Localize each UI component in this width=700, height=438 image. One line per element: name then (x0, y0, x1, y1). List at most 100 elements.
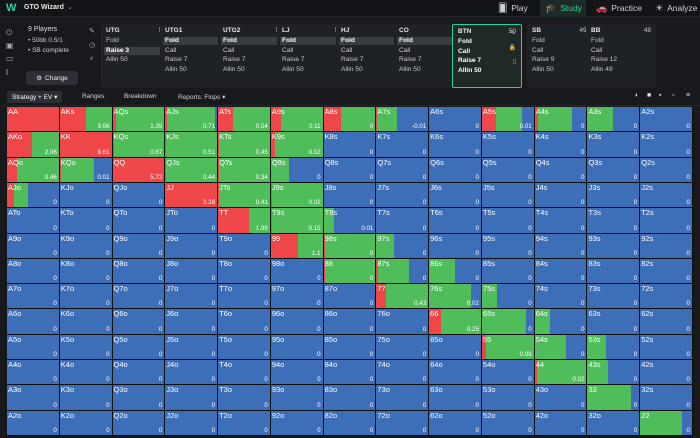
hand-cell[interactable]: A2s 0 (640, 107, 693, 133)
hand-cell[interactable]: K7s 0 (376, 132, 430, 158)
hand-cell[interactable]: 92o 0 (270, 410, 324, 436)
hand-cell[interactable]: QJs 0.44 (165, 157, 219, 183)
hand-cell[interactable]: T6s 0 (429, 208, 482, 234)
hand-cell[interactable]: T9o 0 (218, 233, 271, 259)
tab-strategy-ev[interactable]: Strategy + EV ▾ (7, 91, 63, 103)
hand-cell[interactable]: T7o 0 (218, 284, 271, 310)
hand-cell[interactable]: Q7s 0 (376, 157, 430, 183)
hand-cell[interactable]: QQ 5.72 (112, 157, 166, 183)
hand-cell[interactable]: ATo 0 (7, 208, 60, 234)
hand-cell[interactable]: A4o 0 (7, 360, 60, 386)
hand-cell[interactable]: AKs 3.06 (59, 107, 113, 133)
hand-cell[interactable]: 74o 0 (376, 360, 430, 386)
hand-cell[interactable]: 42o 0 (534, 410, 588, 436)
hand-cell[interactable]: 85o 0 (323, 334, 377, 361)
hand-cell[interactable]: T8s 0.01 (323, 208, 377, 234)
hand-cell[interactable]: J8s 0 (323, 182, 377, 209)
seat-action[interactable]: Call (591, 46, 603, 54)
hand-cell[interactable]: 97o 0 (270, 284, 324, 310)
hand-cell[interactable]: A5s 0.01 (481, 107, 535, 133)
hand-cell[interactable]: A9s 0.11 (270, 107, 324, 133)
hand-cell[interactable]: 62s 0 (640, 309, 693, 335)
hand-cell[interactable]: Q3o 0 (112, 385, 166, 411)
hand-cell[interactable]: 83o 0 (323, 385, 377, 411)
hand-cell[interactable]: 32o 0 (587, 410, 641, 436)
hand-cell[interactable]: K4s 0 (534, 132, 588, 158)
hand-cell[interactable]: K3o 0 (59, 385, 113, 411)
seat-action[interactable]: Allin 50 (106, 56, 128, 63)
hand-cell[interactable]: 93s 0 (587, 233, 641, 259)
seat-action[interactable]: Call (458, 47, 471, 55)
hand-cell[interactable]: 82s 0 (640, 258, 693, 285)
seat-action[interactable]: Fold (397, 37, 457, 45)
hand-cell[interactable]: JTo 0 (165, 208, 219, 234)
hand-cell[interactable]: QTo 0 (112, 208, 166, 234)
hand-cell[interactable]: Q6o 0 (112, 309, 166, 335)
hand-cell[interactable]: 96o 0 (270, 309, 324, 335)
hand-cell[interactable]: 76o 0 (376, 309, 430, 335)
seat-action[interactable]: Raise 9 (532, 56, 555, 63)
seat-action[interactable]: Allin 50 (223, 65, 245, 73)
seat-action[interactable]: Allin 50 (341, 65, 363, 73)
seat-action[interactable]: Fold (458, 38, 472, 45)
hand-cell[interactable]: 65o 0 (429, 334, 482, 361)
hand-cell[interactable]: T4s 0 (534, 208, 588, 234)
hand-cell[interactable]: 95s 0 (481, 233, 535, 259)
hand-cell[interactable]: 33 0 (587, 385, 641, 411)
hand-cell[interactable]: 82o 0 (323, 410, 377, 436)
hand-cell[interactable]: KQs 0.67 (112, 132, 166, 158)
hand-cell[interactable]: J2s 0 (640, 182, 693, 209)
hand-cell[interactable]: 88 0 (323, 258, 377, 285)
hand-cell[interactable]: T3s 0 (587, 208, 641, 234)
hand-cell[interactable]: Q4s 0 (534, 157, 588, 183)
lock-icon[interactable]: 🔒 (508, 45, 516, 51)
seat-action[interactable]: Raise 7 (399, 56, 422, 63)
hand-cell[interactable]: 55 0.08 (481, 334, 535, 361)
change-button[interactable]: ⚙ Change (26, 71, 78, 85)
hand-cell[interactable]: 54o 0 (481, 360, 535, 386)
hand-cell[interactable]: Q4o 0 (112, 360, 166, 386)
hand-cell[interactable]: K8s 0 (323, 132, 377, 158)
clock-icon[interactable]: ◷ (89, 42, 96, 49)
hand-cell[interactable]: 97s 0 (376, 233, 430, 259)
hand-cell[interactable]: Q8o 0 (112, 258, 166, 285)
hand-cell[interactable]: 75s 0 (481, 284, 535, 310)
hand-cell[interactable]: K8o 0 (59, 258, 113, 285)
hand-cell[interactable]: K5s 0 (481, 132, 535, 158)
hand-cell[interactable]: J4s 0 (534, 182, 588, 209)
hand-cell[interactable]: JTs 0.41 (218, 182, 271, 209)
hand-cell[interactable]: 43s 0 (587, 360, 641, 386)
hand-cell[interactable]: 96s 0 (429, 233, 482, 259)
hand-cell[interactable]: J3o 0 (165, 385, 219, 411)
seat-action[interactable]: Fold (106, 37, 119, 44)
hand-cell[interactable]: Q2o 0 (112, 410, 166, 436)
folder-icon[interactable]: ▭ (6, 54, 14, 63)
hand-cell[interactable]: Q6s 0 (429, 157, 482, 183)
hand-cell[interactable]: AJs 0.71 (165, 107, 219, 133)
hand-cell[interactable]: T8o 0 (218, 258, 271, 285)
hand-cell[interactable]: KK 9.61 (59, 132, 113, 158)
hand-cell[interactable]: ATs 0.54 (218, 107, 271, 133)
hand-cell[interactable]: J5s 0 (481, 182, 535, 209)
tab-breakdown[interactable]: Breakdown (124, 93, 157, 100)
seat-action[interactable]: Raise 7 (341, 56, 364, 63)
hand-cell[interactable]: A7s -0.01 (376, 107, 430, 133)
hand-cell[interactable]: 99 1.1 (270, 233, 324, 259)
text-cursor-icon[interactable]: I (6, 68, 9, 77)
hand-cell[interactable]: Q5o 0 (112, 334, 166, 361)
hand-cell[interactable]: AA (7, 107, 60, 133)
hand-cell[interactable]: KTo 0 (59, 208, 113, 234)
hand-cell[interactable]: 52s 0 (640, 334, 693, 361)
hand-cell[interactable]: 87o 0 (323, 284, 377, 310)
hand-cell[interactable]: A3o 0 (7, 385, 60, 411)
hand-cell[interactable]: 54s 0 (534, 334, 588, 361)
nav-analyze[interactable]: ☀ Analyze (655, 0, 700, 17)
hand-cell[interactable]: 77 0.43 (376, 284, 430, 310)
hand-cell[interactable]: K4o 0 (59, 360, 113, 386)
hand-cell[interactable]: Q9o 0 (112, 233, 166, 259)
hand-cell[interactable]: 75o 0 (376, 334, 430, 361)
seat-bb[interactable]: BB 48 Fold Call Raise 12 Allin 49 (586, 24, 656, 88)
hand-cell[interactable]: A8o 0 (7, 258, 60, 285)
hand-cell[interactable]: J6s 0 (429, 182, 482, 209)
hand-cell[interactable]: T2o 0 (218, 410, 271, 436)
